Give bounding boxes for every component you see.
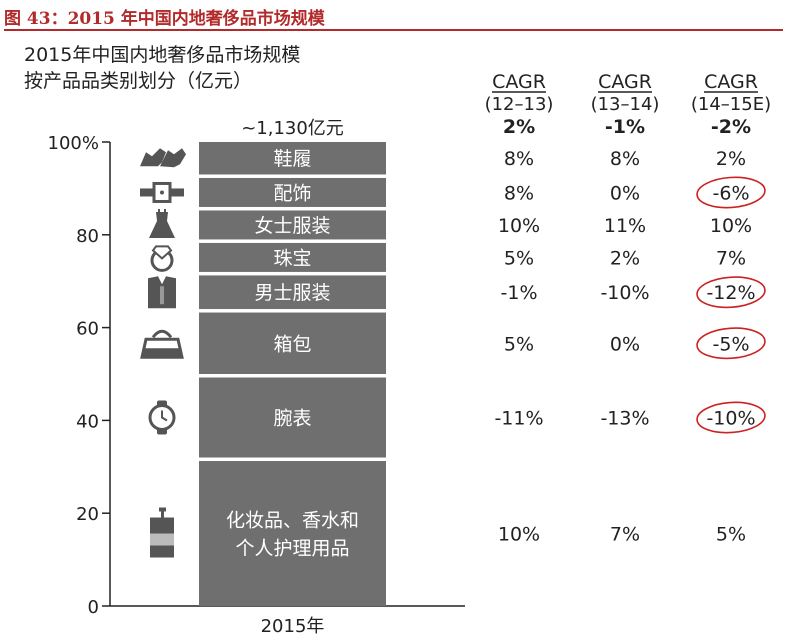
cagr-value: 7% [716, 247, 746, 269]
cagr-value: -12% [706, 282, 755, 304]
x-category-label: 2015年 [261, 616, 325, 637]
segment-label: 化妆品、香水和 [226, 510, 359, 532]
cagr-value: 0% [610, 182, 640, 204]
y-axis: 0 20 40 60 80 100% 2015年 [48, 133, 465, 637]
cagr-value: 11% [604, 215, 646, 237]
bar-segment [199, 142, 386, 175]
y-tick-label: 100% [48, 133, 99, 154]
cagr-value: 10% [710, 215, 752, 237]
figure-title: 图 43：2015 年中国内地奢侈品市场规模 [4, 9, 325, 29]
watch-icon [148, 400, 176, 435]
cagr-value: -13% [600, 408, 649, 430]
chart-title: 2015年中国内地奢侈品市场规模 [24, 44, 300, 66]
segment-label: 女士服装 [254, 215, 330, 237]
cagr-value: 7% [610, 524, 640, 546]
segment-label: 配饰 [273, 182, 311, 204]
cagr-header-title: CAGR [704, 71, 758, 93]
y-tick-label: 20 [76, 504, 99, 525]
cagr-value: -11% [494, 408, 543, 430]
cagr-value: 8% [504, 148, 534, 170]
y-tick-label: 40 [76, 411, 99, 432]
cagr-value: 2% [716, 148, 746, 170]
cosmetics-bottle-icon [150, 507, 174, 558]
category-icons [140, 148, 186, 558]
men-suit-icon [148, 276, 176, 309]
cagr-value: -6% [713, 182, 750, 204]
bar-segment [199, 275, 386, 310]
segment-label: 男士服装 [254, 282, 330, 304]
segment-label: 箱包 [273, 333, 311, 355]
bar-segment [199, 177, 386, 207]
bar-segment [199, 461, 386, 606]
cagr-header-period: (13–14) [591, 94, 660, 115]
highlight-circle [696, 276, 766, 309]
cagr-value: 10% [498, 215, 540, 237]
cagr-value: 5% [716, 524, 746, 546]
cagr-value: 0% [610, 333, 640, 355]
cagr-total: -1% [605, 116, 645, 138]
belt-icon [140, 181, 184, 203]
segment-label: 鞋履 [273, 148, 311, 170]
cagr-value: -1% [501, 282, 538, 304]
chart-subtitle: 按产品品类别划分（亿元） [24, 70, 252, 92]
y-tick-label: 60 [76, 319, 99, 340]
cagr-total: 2% [503, 116, 535, 138]
title-rule [4, 29, 783, 31]
cagr-value: -10% [600, 282, 649, 304]
segment-label: 腕表 [273, 408, 311, 430]
cagr-value: 5% [504, 333, 534, 355]
cagr-value: 8% [504, 182, 534, 204]
cagr-value: 8% [610, 148, 640, 170]
cagr-value: -10% [706, 408, 755, 430]
cagr-table: CAGR(12–13)2%CAGR(13–14)-1%CAGR(14–15E)-… [485, 71, 772, 546]
segment-label: 珠宝 [273, 247, 311, 269]
shoes-icon [140, 148, 186, 168]
ring-icon [150, 245, 174, 272]
cagr-value: -5% [713, 333, 750, 355]
cagr-value: 5% [504, 247, 534, 269]
cagr-total: -2% [711, 116, 751, 138]
handbag-icon [140, 329, 184, 359]
cagr-header-period: (14–15E) [691, 94, 771, 115]
y-tick-label: 80 [76, 226, 99, 247]
cagr-header-title: CAGR [492, 71, 546, 93]
cagr-value: 2% [610, 247, 640, 269]
cagr-header-period: (12–13) [485, 94, 554, 115]
bar-segment [199, 377, 386, 458]
highlight-circle [696, 327, 766, 360]
dress-icon [149, 208, 175, 238]
bar-total-label: ~1,130亿元 [241, 118, 344, 139]
y-tick-label: 0 [88, 597, 99, 618]
segment-label: 个人护理用品 [235, 538, 349, 560]
bar-segment [199, 312, 386, 374]
highlight-circle [696, 401, 766, 434]
cagr-value: 10% [498, 524, 540, 546]
bar-segment [199, 210, 386, 240]
cagr-header-title: CAGR [598, 71, 652, 93]
bar-segment [199, 242, 386, 272]
highlight-circle [696, 176, 766, 209]
